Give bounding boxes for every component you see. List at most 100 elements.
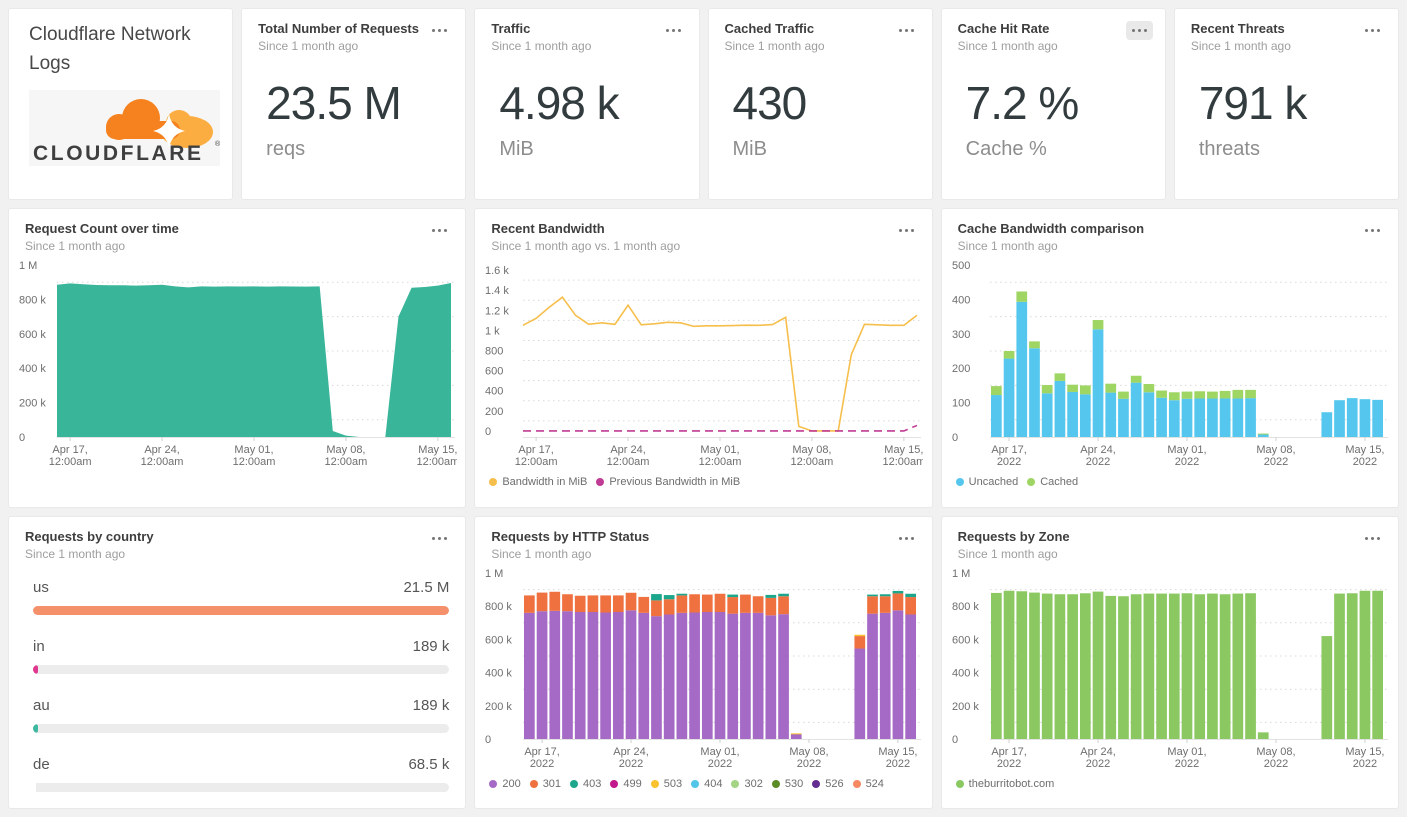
legend-item[interactable]: 499	[610, 778, 642, 790]
panel-request-count: Request Count over time Since 1 month ag…	[8, 208, 467, 508]
svg-text:Apr 24,12:00am: Apr 24, 12:00am	[141, 444, 184, 468]
panel-cache-bandwidth: Cache Bandwidth comparison Since 1 month…	[940, 208, 1399, 508]
svg-text:100: 100	[952, 398, 970, 410]
bandwidth-line-chart[interactable]: 0 200 400 600 800 1 k 1.2 k 1.4 k 1.6 k Apr 17, 12…	[483, 257, 923, 469]
svg-text:800 k: 800 k	[19, 294, 46, 306]
svg-text:1 M: 1 M	[485, 568, 503, 580]
legend-color-dot	[691, 780, 700, 788]
http-status-bar-chart[interactable]: 0 200 k 400 k 600 k 800 k 1 M Apr 17, 2022 Apr 2…	[483, 565, 923, 771]
cloudflare-logo-image: CLOUDFLARE ®	[33, 99, 221, 165]
panel-title: Total Number of Requests	[258, 21, 419, 36]
svg-text:Apr 17,12:00am: Apr 17, 12:00am	[49, 444, 92, 468]
cache-bandwidth-bar-chart[interactable]: 0 100 200 300 400 500 Apr 17, 2022 Apr 24, 2022 Ma…	[950, 257, 1390, 469]
cloudflare-logo-text: CLOUDFLARE	[33, 142, 204, 165]
svg-text:200: 200	[952, 363, 970, 375]
svg-text:Apr 24,2022: Apr 24, 2022	[614, 746, 649, 770]
svg-text:500: 500	[952, 260, 970, 272]
legend-item[interactable]: 530	[771, 778, 803, 790]
svg-text:May 15,2022: May 15, 2022	[879, 746, 918, 770]
panel-menu-button[interactable]	[1359, 221, 1386, 240]
svg-text:0: 0	[952, 734, 958, 746]
legend-color-dot	[570, 780, 579, 788]
legend-item[interactable]: 200	[489, 778, 521, 790]
legend-color-dot	[955, 478, 964, 486]
stat-value: 23.5 M	[266, 76, 402, 129]
legend-item[interactable]: 524	[852, 778, 884, 790]
country-bar-fill	[33, 724, 38, 733]
svg-text:600 k: 600 k	[952, 634, 979, 646]
legend-item[interactable]: 404	[691, 778, 722, 790]
svg-text:0: 0	[952, 432, 958, 444]
panel-menu-button[interactable]	[660, 21, 687, 40]
legend-item[interactable]: 526	[812, 778, 844, 790]
country-bar-fill	[33, 606, 450, 615]
cloudflare-logo: CLOUDFLARE ®	[29, 90, 221, 166]
ellipsis-icon	[665, 29, 669, 32]
country-bar-fill	[33, 665, 38, 674]
panel-requests-by-http-status: Requests by HTTP Status Since 1 month ag…	[474, 516, 933, 809]
legend-color-dot	[731, 780, 740, 788]
chart-legend: 200 301 403 499 503 404 302 530 526 524	[475, 771, 931, 793]
stat-value: 7.2 %	[965, 76, 1080, 129]
legend-item[interactable]: Previous Bandwidth in MiB	[596, 476, 740, 488]
svg-text:600 k: 600 k	[19, 329, 46, 341]
country-label: de	[33, 756, 50, 773]
zone-bar-chart[interactable]: 0 200 k 400 k 600 k 800 k 1 M Apr 17, 2022 Apr 2…	[950, 565, 1390, 771]
request-count-area-chart[interactable]: 0 200 k 400 k 600 k 800 k 1 M Apr 17, 12:00am Ap…	[17, 257, 457, 469]
country-value: 21.5 M	[403, 579, 450, 596]
ellipsis-icon	[1365, 537, 1368, 540]
legend-color-dot	[529, 780, 538, 788]
panel-subtitle: Since 1 month ago	[258, 39, 359, 53]
stat-unit: MiB	[732, 137, 767, 160]
panel-subtitle: Since 1 month ago	[25, 239, 126, 253]
chart-row-1: Request Count over time Since 1 month ag…	[8, 208, 1399, 508]
country-bar-track	[33, 606, 450, 615]
panel-menu-button[interactable]	[426, 21, 453, 40]
svg-text:200 k: 200 k	[19, 398, 46, 410]
ellipsis-icon	[1131, 29, 1135, 32]
svg-text:400 k: 400 k	[485, 668, 512, 680]
legend-item[interactable]: 503	[650, 778, 682, 790]
panel-menu-button[interactable]	[1359, 529, 1386, 548]
svg-text:0: 0	[485, 426, 491, 438]
chart-legend: Bandwidth in MiB Previous Bandwidth in Mi…	[475, 469, 931, 491]
panel-requests-by-country: Requests by country Since 1 month ago us…	[8, 516, 467, 809]
legend-item[interactable]: 403	[570, 778, 601, 790]
stat-unit: reqs	[266, 137, 306, 160]
ellipsis-icon	[432, 537, 436, 540]
panel-menu-button[interactable]	[893, 221, 920, 240]
panel-menu-button[interactable]	[1125, 21, 1153, 40]
ellipsis-icon	[1365, 229, 1368, 232]
legend-item[interactable]: 301	[529, 778, 561, 790]
panel-menu-button[interactable]	[893, 529, 920, 548]
legend-item[interactable]: Cached	[1027, 476, 1078, 488]
legend-item[interactable]: 302	[731, 778, 763, 790]
panel-subtitle: Since 1 month ago	[957, 239, 1058, 253]
ellipsis-icon	[898, 29, 902, 32]
svg-text:400: 400	[952, 294, 970, 306]
legend-color-dot	[489, 780, 498, 788]
panel-menu-button[interactable]	[893, 21, 920, 40]
panel-recent-threats: Recent Threats Since 1 month ago 791 k t…	[1173, 8, 1399, 200]
svg-text:200 k: 200 k	[952, 701, 979, 713]
stat-unit: Cache %	[965, 137, 1047, 160]
legend-item[interactable]: Uncached	[955, 476, 1018, 488]
panel-menu-button[interactable]	[1359, 21, 1386, 40]
panel-menu-button[interactable]	[426, 529, 453, 548]
panel-title: Cache Bandwidth comparison	[957, 221, 1145, 236]
svg-text:600 k: 600 k	[485, 634, 512, 646]
legend-color-dot	[650, 780, 659, 788]
country-bar-track	[33, 665, 450, 674]
ellipsis-icon	[432, 29, 436, 32]
panel-title: Cache Hit Rate	[957, 21, 1050, 36]
panel-subtitle: Since 1 month ago	[491, 547, 592, 561]
panel-title: Recent Bandwidth	[491, 221, 605, 236]
svg-text:0: 0	[19, 432, 25, 444]
panel-menu-button[interactable]	[426, 221, 453, 240]
svg-text:Apr 24,2022: Apr 24, 2022	[1080, 746, 1115, 770]
legend-item[interactable]: Bandwidth in MiB	[489, 476, 587, 488]
legend-item[interactable]: theburritobot.com	[955, 778, 1054, 790]
panel-title: Requests by Zone	[957, 529, 1070, 544]
ellipsis-icon	[1365, 29, 1368, 32]
svg-text:Apr 17,2022: Apr 17, 2022	[525, 746, 560, 770]
